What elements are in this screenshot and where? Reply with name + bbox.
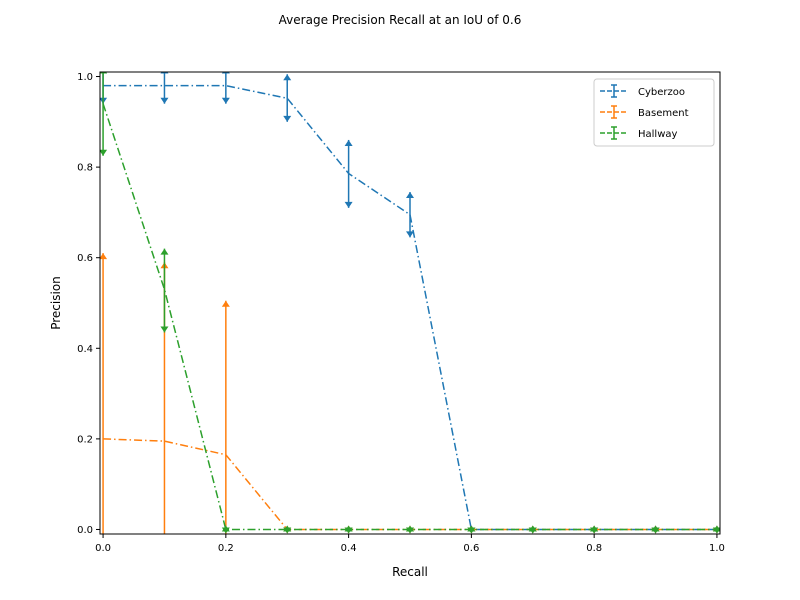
y-tick-label: 0.4 [77,344,93,355]
y-axis: 0.0 0.2 0.4 0.6 0.8 1.0 [77,72,100,536]
x-axis-title: Recall [392,565,428,579]
y-tick-label: 0.0 [77,525,93,536]
cyberzoo-lower-arrow [160,97,169,104]
x-tick-label: 0.0 [95,543,111,554]
legend-item-cyberzoo: Cyberzoo [600,84,685,98]
basement-error-bar [221,300,230,534]
y-tick-label: 0.8 [77,163,93,174]
legend-label-basement: Basement [638,108,689,119]
y-axis-title: Precision [49,276,63,330]
x-tick-label: 0.6 [463,543,479,554]
x-tick-label: 1.0 [709,543,725,554]
basement-upper-arrow [221,300,230,307]
y-tick-label: 1.0 [77,72,93,83]
plot-frame [99,71,721,535]
hallway-line [102,103,717,531]
legend-item-basement: Basement [600,105,689,119]
hallway-error-bar [160,248,169,333]
legend-box [593,78,715,147]
cyberzoo-error-bar [406,192,414,238]
hallway-upper-arrow [160,248,169,255]
x-tick-label: 0.8 [586,543,602,554]
series-hallway [100,72,720,534]
cyberzoo-lower-arrow [283,115,292,122]
y-tick-label: 0.2 [77,434,93,445]
cyberzoo-lower-arrow [344,201,353,208]
basement-upper-arrow [100,253,108,260]
legend-label-hallway: Hallway [638,129,678,140]
x-tick-label: 0.2 [218,543,234,554]
x-axis: 0.0 0.2 0.4 0.6 0.8 1.0 [95,534,725,554]
legend: Cyberzoo Basement Hallway [593,78,715,147]
series-layer [100,72,720,534]
cyberzoo-upper-arrow [283,74,292,81]
cyberzoo-lower-arrow [406,231,414,238]
cyberzoo-upper-arrow [344,139,353,146]
basement-error-bar [100,253,108,534]
x-tick-label: 0.4 [341,543,357,554]
hallway-lower-arrow [160,326,169,333]
y-tick-label: 0.6 [77,253,93,264]
legend-item-hallway: Hallway [600,126,678,140]
cyberzoo-upper-arrow [406,192,414,199]
cyberzoo-lower-arrow [221,97,230,104]
chart-title: Average Precision Recall at an IoU of 0.… [279,13,522,27]
legend-label-cyberzoo: Cyberzoo [638,87,685,98]
hallway-lower-arrow [100,149,108,156]
cyberzoo-error-bar [283,74,292,122]
